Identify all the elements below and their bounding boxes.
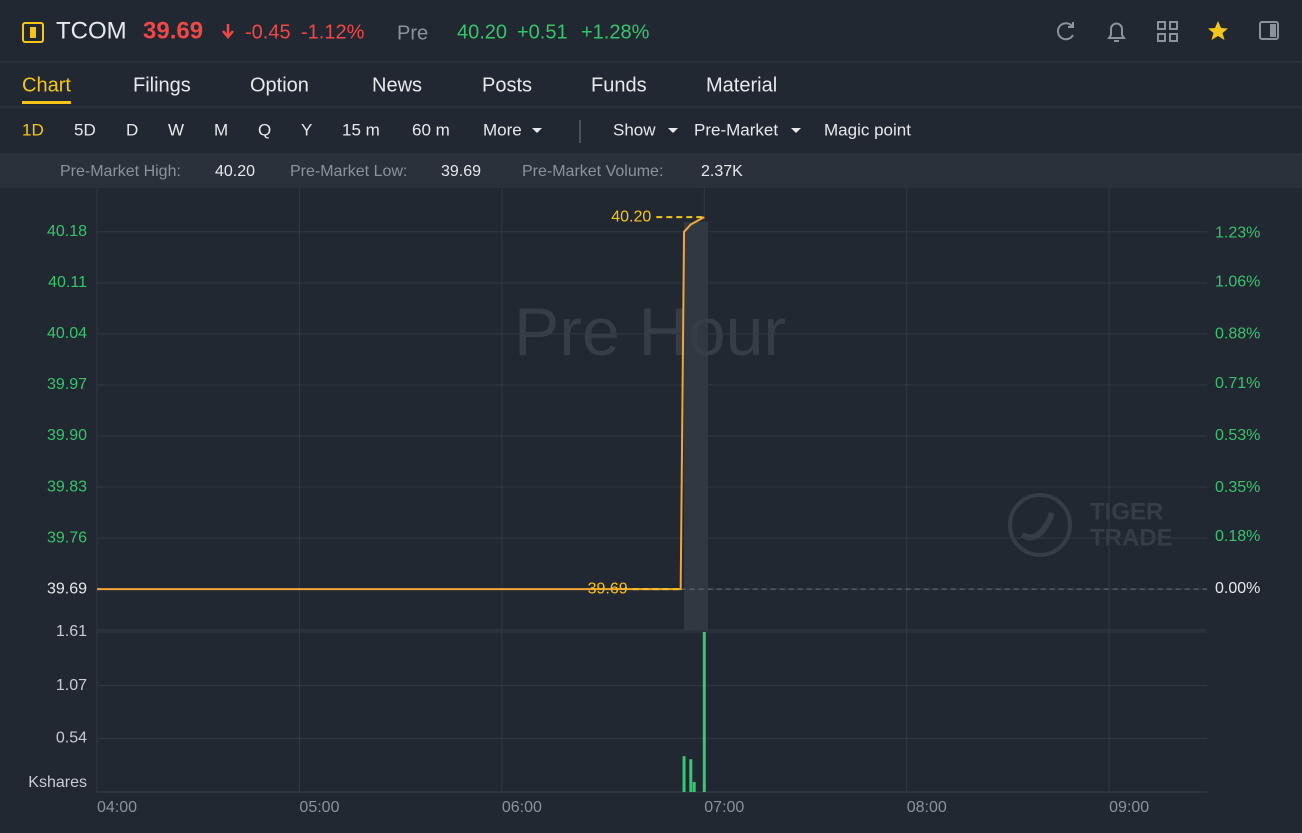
symbol: TCOM [56, 17, 127, 44]
refresh-icon[interactable] [1056, 22, 1074, 41]
change-pct: -1.12% [301, 21, 365, 43]
x-tick-label: 04:00 [97, 799, 137, 816]
option-button[interactable]: Show [613, 120, 656, 139]
y2-tick-label: 0.88% [1215, 326, 1260, 343]
option-button[interactable]: Pre-Market [694, 120, 778, 139]
period-button[interactable]: 1D [22, 120, 44, 139]
pre-change-pct: +1.28% [581, 21, 650, 43]
y-tick-label: 40.18 [47, 223, 87, 240]
y-tick-label: 0.54 [56, 730, 87, 747]
caret [668, 128, 678, 133]
grid-icon[interactable] [1157, 21, 1178, 42]
tab-underline [22, 101, 71, 104]
tab[interactable]: Funds [591, 74, 647, 96]
y-tick-label: 39.97 [47, 376, 87, 393]
y-tick-label: 39.83 [47, 478, 87, 495]
tab[interactable]: News [372, 74, 422, 96]
watch-icon-inner [30, 27, 36, 38]
stat-value: 2.37K [701, 163, 743, 180]
down-arrow [222, 24, 234, 39]
volume-bar [692, 782, 696, 792]
y2-tick-label: 0.53% [1215, 427, 1260, 444]
panel-icon[interactable] [1259, 21, 1279, 40]
caret [791, 128, 801, 133]
tab[interactable]: Material [706, 74, 777, 96]
period-button[interactable]: Q [258, 120, 271, 139]
y-tick-label: 1.61 [56, 623, 87, 640]
option-button[interactable]: Magic point [824, 120, 911, 139]
volume-bar [689, 759, 693, 792]
y2-tick-label: 0.35% [1215, 479, 1260, 496]
y2-tick-label: 1.23% [1215, 224, 1260, 241]
stat-label: Pre-Market High: [60, 163, 181, 180]
period-button[interactable]: W [168, 120, 184, 139]
star-icon[interactable] [1208, 21, 1228, 40]
stat-value: 40.20 [215, 163, 255, 180]
x-tick-label: 08:00 [907, 799, 947, 816]
logo-text: TIGER [1090, 498, 1163, 525]
stats-bar [0, 153, 1302, 188]
period-button[interactable]: D [126, 120, 138, 139]
pre-price: 40.20 [457, 21, 507, 43]
x-tick-label: 07:00 [704, 799, 744, 816]
bell-icon[interactable] [1107, 22, 1126, 42]
period-button[interactable]: M [214, 120, 228, 139]
watch-icon[interactable] [22, 22, 44, 43]
stat-label: Pre-Market Low: [290, 163, 407, 180]
annotation-label: 39.69 [588, 580, 628, 597]
y-tick-label: 1.07 [56, 677, 87, 694]
period-button[interactable]: 5D [74, 120, 96, 139]
caret [532, 128, 542, 133]
logo-ring [1008, 493, 1072, 557]
y2-tick-label: 0.18% [1215, 528, 1260, 545]
stat-value: 39.69 [441, 163, 481, 180]
y-tick-label: 39.69 [47, 580, 87, 597]
y-tick-label: 40.04 [47, 325, 87, 342]
volume-bar [702, 631, 706, 792]
x-tick-label: 06:00 [502, 799, 542, 816]
y2-tick-label: 1.06% [1215, 274, 1260, 291]
pre-change: +0.51 [517, 21, 568, 43]
annotation-label: 40.20 [611, 208, 651, 225]
session: Pre [397, 22, 428, 44]
tab[interactable]: Option [250, 74, 309, 96]
price: 39.69 [143, 17, 203, 44]
y2-tick-label: 0.71% [1215, 375, 1260, 392]
more-button[interactable]: More [483, 120, 522, 139]
tab[interactable]: Posts [482, 74, 532, 96]
watermark: Pre Hour [514, 294, 786, 370]
y-tick-label: 39.76 [47, 529, 87, 546]
period-button[interactable]: 60 m [412, 120, 450, 139]
tab[interactable]: Chart [22, 74, 71, 96]
stat-label: Pre-Market Volume: [522, 163, 663, 180]
x-tick-label: 09:00 [1109, 799, 1149, 816]
volume-bar [682, 756, 686, 792]
period-button[interactable]: 15 m [342, 120, 380, 139]
change: -0.45 [245, 21, 291, 43]
y-tick-label: 40.11 [48, 274, 87, 291]
logo-mark [1020, 511, 1055, 541]
tab[interactable]: Filings [133, 74, 191, 96]
unit-label: Kshares [28, 774, 87, 791]
y2-tick-label: 0.00% [1215, 580, 1260, 597]
period-button[interactable]: Y [301, 120, 312, 139]
x-tick-label: 05:00 [299, 799, 339, 816]
y-tick-label: 39.90 [47, 427, 87, 444]
price-line [97, 216, 705, 591]
